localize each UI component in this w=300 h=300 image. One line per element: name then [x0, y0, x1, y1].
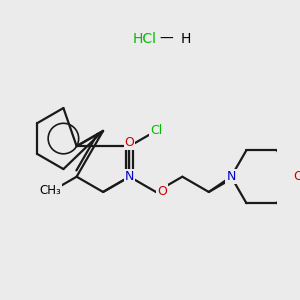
Text: —: — — [160, 32, 173, 46]
Text: H: H — [181, 32, 191, 46]
Text: N: N — [226, 170, 236, 183]
Text: O: O — [124, 136, 134, 148]
Text: O: O — [157, 185, 167, 199]
Text: HCl: HCl — [132, 32, 156, 46]
Text: N: N — [125, 170, 134, 183]
Text: CH₃: CH₃ — [39, 184, 61, 197]
Text: Cl: Cl — [150, 124, 162, 137]
Text: O: O — [294, 170, 300, 183]
